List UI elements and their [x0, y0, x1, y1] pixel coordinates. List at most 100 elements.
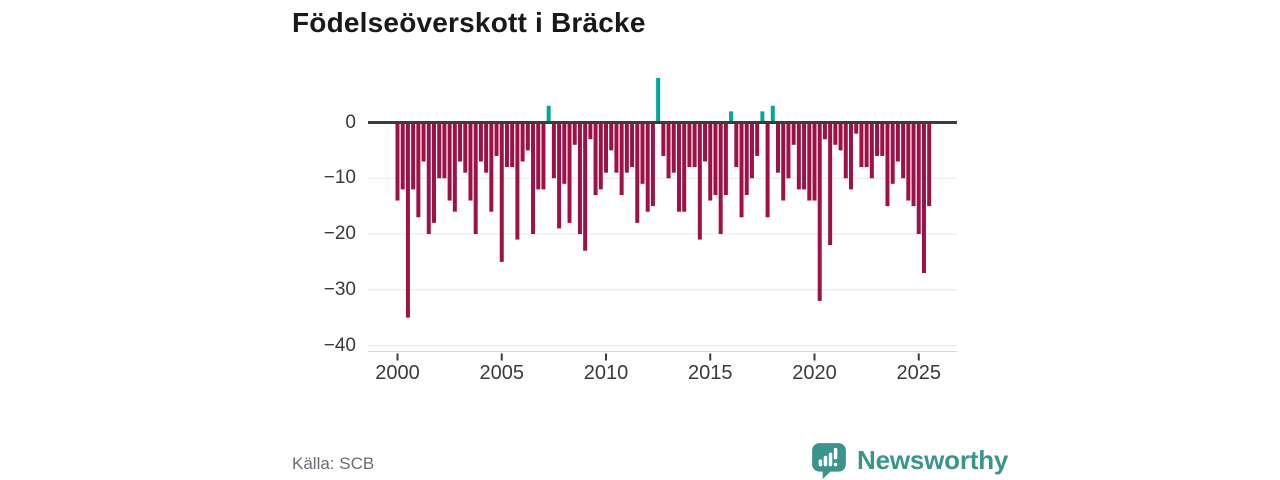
bar-negative	[442, 122, 447, 179]
bar-negative	[916, 122, 921, 234]
bar-negative	[854, 122, 859, 134]
bar-negative	[880, 122, 885, 156]
bar-negative	[635, 122, 640, 223]
bar-negative	[609, 122, 614, 151]
bar-negative	[447, 122, 452, 201]
bar-negative	[796, 122, 801, 190]
bar-negative	[786, 122, 791, 179]
bar-negative	[645, 122, 650, 212]
bar-negative	[744, 122, 749, 195]
bar-negative	[828, 122, 833, 246]
bar-negative	[869, 122, 874, 179]
bar-negative	[749, 122, 754, 179]
bar-negative	[713, 122, 718, 195]
bar-negative	[911, 122, 916, 207]
bar-negative	[703, 122, 708, 162]
bar-negative	[765, 122, 770, 218]
bar-negative	[848, 122, 853, 190]
bar-negative	[739, 122, 744, 218]
bar-negative	[604, 122, 608, 173]
bar-negative	[755, 122, 760, 156]
bar-negative	[562, 122, 567, 184]
bar-negative	[906, 122, 911, 201]
bar-negative	[697, 122, 702, 240]
bar-negative	[525, 122, 530, 151]
bar-negative	[864, 122, 869, 168]
y-axis-tick-label: 0	[345, 111, 356, 133]
bar-negative	[473, 122, 478, 234]
x-axis-tick-label: 2000	[375, 362, 420, 384]
bar-negative	[676, 122, 681, 212]
bar-negative	[682, 122, 687, 212]
bar-negative	[598, 122, 603, 190]
bar-negative	[630, 122, 635, 168]
bar-negative	[583, 122, 588, 251]
bar-negative	[859, 122, 864, 168]
newsworthy-wordmark: Newsworthy	[857, 445, 1009, 475]
bar-negative	[661, 122, 666, 156]
bar-negative	[572, 122, 577, 145]
newsworthy-logo: Newsworthy	[810, 441, 1008, 479]
bar-negative	[843, 122, 848, 179]
bar-negative	[692, 122, 697, 168]
bar-negative	[807, 122, 812, 201]
bar-negative	[791, 122, 796, 145]
bar-negative	[885, 122, 890, 207]
bar-negative	[640, 122, 645, 184]
y-axis-tick-label: −30	[323, 278, 356, 300]
bar-negative	[687, 122, 692, 168]
bar-negative	[504, 122, 509, 168]
x-axis-tick-label: 2010	[583, 362, 629, 384]
bar-positive	[770, 105, 775, 123]
bar-negative	[708, 122, 713, 201]
bar-positive	[760, 111, 765, 123]
bar-positive	[656, 77, 661, 123]
bar-negative	[567, 122, 572, 223]
bar-negative	[833, 122, 838, 145]
bar-negative	[890, 122, 895, 184]
bar-negative	[520, 122, 525, 162]
bar-negative	[666, 122, 671, 179]
bar-negative	[463, 122, 468, 173]
bar-negative	[536, 122, 541, 190]
bar-negative	[718, 122, 723, 234]
bar-negative	[812, 122, 817, 201]
bar-negative	[484, 122, 489, 173]
bar-negative	[515, 122, 520, 240]
newsworthy-speech-bubble-chart-icon	[812, 443, 846, 479]
x-axis-tick-label: 2005	[479, 362, 525, 384]
bar-negative	[421, 122, 426, 162]
bar-negative	[734, 122, 739, 168]
bar-positive	[546, 105, 551, 123]
bar-negative	[588, 122, 593, 140]
bar-negative	[510, 122, 515, 168]
bar-negative	[499, 122, 504, 262]
x-axis-tick-label: 2025	[896, 362, 942, 384]
y-axis-tick-label: −40	[323, 334, 356, 356]
y-axis-tick-label: −10	[323, 167, 356, 189]
bar-negative	[494, 122, 499, 156]
bar-negative	[400, 122, 405, 190]
bar-negative	[557, 122, 562, 229]
source-caption: Källa: SCB	[292, 454, 375, 473]
bar-negative	[650, 122, 655, 207]
bar-negative	[624, 122, 629, 173]
bar-negative	[531, 122, 536, 234]
bar-negative	[551, 122, 556, 179]
bar-negative	[927, 122, 932, 207]
bar-negative	[478, 122, 483, 162]
bar-negative	[671, 122, 676, 173]
bar-negative	[437, 122, 442, 179]
bar-negative	[921, 122, 926, 274]
bar-negative	[426, 122, 431, 234]
bar-negative	[468, 122, 473, 201]
bar-negative	[619, 122, 624, 195]
bar-positive	[729, 111, 734, 123]
bar-negative	[776, 122, 781, 173]
bar-negative	[431, 122, 436, 223]
bar-negative	[614, 122, 619, 173]
bar-negative	[416, 122, 421, 218]
bar-negative	[875, 122, 880, 156]
